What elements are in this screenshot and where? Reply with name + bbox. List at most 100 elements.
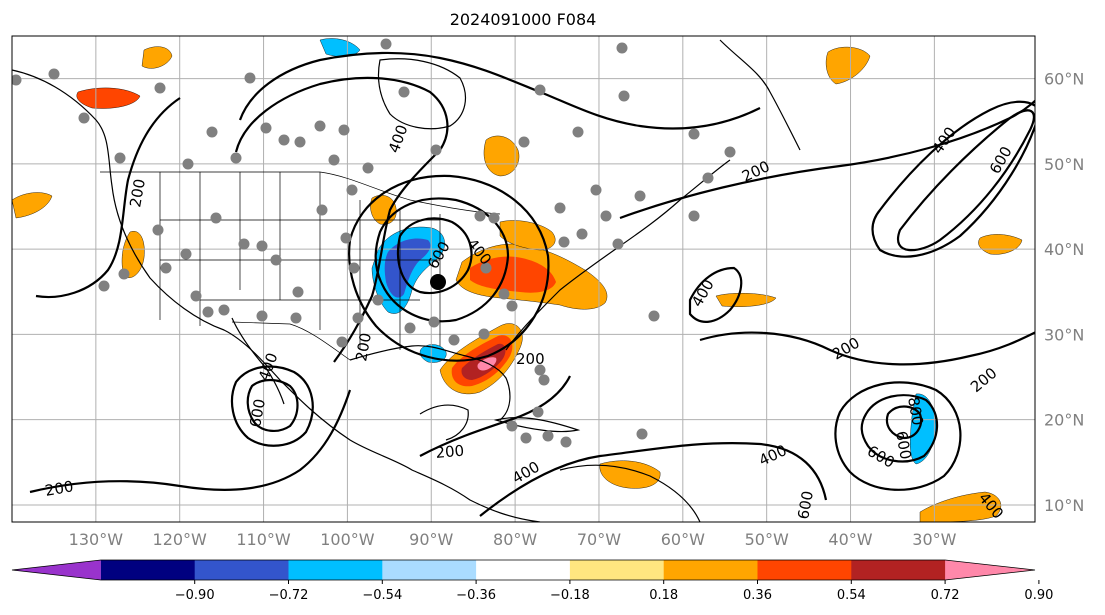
colorbar-tick-label: −0.54: [362, 588, 402, 603]
figure-title: 2024091000 F084: [450, 10, 597, 29]
station-dot: [498, 288, 510, 300]
colorbar-bin: [569, 560, 665, 580]
station-dot: [202, 306, 214, 318]
low-pressure-center: [430, 274, 446, 290]
colorbar-bin: [663, 560, 758, 580]
positive-anomaly-region: [141, 46, 173, 69]
station-dot: [634, 190, 646, 202]
station-dot: [506, 420, 518, 432]
latitude-tick-label: 60°N: [1044, 70, 1084, 89]
positive-anomaly-region: [12, 192, 53, 219]
contour-400-tropical: [834, 381, 962, 491]
station-dot: [118, 268, 130, 280]
station-dot: [380, 38, 392, 50]
low-center-label: L: [438, 286, 439, 288]
station-dot: [290, 312, 302, 324]
contour-label: 200: [435, 442, 465, 462]
station-dot: [538, 374, 550, 386]
political-borders: [100, 171, 501, 361]
station-dot: [404, 322, 416, 334]
gridlines: [12, 36, 1035, 522]
us-canada-border: [100, 171, 501, 215]
station-dot: [206, 126, 218, 138]
station-dot: [612, 238, 624, 250]
colorbar-extend-low: [12, 560, 101, 580]
station-dot: [398, 86, 410, 98]
colorbar-tick-label: 0.90: [1024, 588, 1053, 603]
contour-label: 600: [892, 430, 915, 461]
colorbar-tick-label: 0.72: [931, 588, 960, 603]
colorbar-tick-label: −0.90: [175, 588, 215, 603]
station-dot: [152, 224, 164, 236]
station-dot: [542, 430, 554, 442]
station-dot: [534, 84, 546, 96]
station-dot: [278, 134, 290, 146]
observation-stations: [12, 38, 736, 448]
station-dot: [352, 312, 364, 324]
station-dot: [256, 240, 268, 252]
station-dot: [558, 236, 570, 248]
colorbar-tick-label: −0.72: [269, 588, 309, 603]
longitude-tick-label: 30°W: [912, 530, 956, 549]
contour-400-midatlantic: [688, 266, 743, 323]
latitude-tick-label: 50°N: [1044, 155, 1084, 174]
station-dot: [648, 310, 660, 322]
contour-600-low: [396, 217, 473, 295]
colorbar-tick-label: −0.36: [456, 588, 496, 603]
latitude-tick-label: 20°N: [1044, 411, 1084, 430]
greenland-coast: [719, 39, 801, 151]
positive-anomaly-region: [76, 87, 141, 109]
station-dot: [724, 146, 736, 158]
contour-label: 200: [126, 177, 149, 208]
positive-anomaly-region: [499, 220, 556, 251]
us-mexico-border: [231, 321, 351, 361]
station-dot: [618, 90, 630, 102]
station-dot: [636, 428, 648, 440]
colorbar-bin: [288, 560, 383, 580]
latitude-tick-label: 30°N: [1044, 325, 1084, 344]
station-dot: [590, 184, 602, 196]
longitude-tick-label: 90°W: [409, 530, 453, 549]
station-dot: [154, 82, 166, 94]
contour-label: 600: [246, 397, 269, 428]
station-dot: [430, 144, 442, 156]
station-dot: [616, 42, 628, 54]
colorbar-bin: [757, 560, 852, 580]
longitude-tick-label: 120°W: [153, 530, 208, 549]
negative-anomaly-core: [384, 238, 431, 298]
station-dot: [294, 136, 306, 148]
station-dot: [316, 204, 328, 216]
latitude-tick-label: 10°N: [1044, 496, 1084, 515]
station-dot: [218, 304, 230, 316]
contour-400-caribbean: [479, 441, 828, 517]
contour-200-midatlantic: [699, 331, 1035, 366]
colorbar-bin: [476, 560, 571, 580]
south-america-coast: [559, 464, 701, 522]
contour-600-atlantic-oval: [897, 109, 1035, 252]
station-dot: [98, 280, 110, 292]
longitude-tick-label: 130°W: [69, 530, 124, 549]
hudson-bay: [377, 58, 467, 130]
longitude-tick-label: 40°W: [828, 530, 872, 549]
positive-anomaly-region: [715, 293, 777, 307]
station-dot: [292, 286, 304, 298]
station-dot: [238, 238, 250, 250]
contour-400-trough: [234, 76, 449, 363]
contour-400-ring: [374, 197, 510, 323]
station-dot: [210, 212, 222, 224]
contour-800-tropical: [885, 405, 923, 440]
contour-label: 200: [352, 331, 375, 362]
station-dot: [688, 210, 700, 222]
colorbar-extend-high: [945, 560, 1035, 580]
station-dot: [338, 124, 350, 136]
station-dot: [506, 300, 518, 312]
contour-600-tropical: [860, 394, 939, 463]
station-dot: [534, 364, 546, 376]
longitude-tick-label: 80°W: [493, 530, 537, 549]
latitude-tick-label: 40°N: [1044, 240, 1084, 259]
station-dot: [244, 72, 256, 84]
colorbar-bin: [194, 560, 289, 580]
longitude-tick-label: 110°W: [236, 530, 291, 549]
station-dot: [702, 172, 714, 184]
